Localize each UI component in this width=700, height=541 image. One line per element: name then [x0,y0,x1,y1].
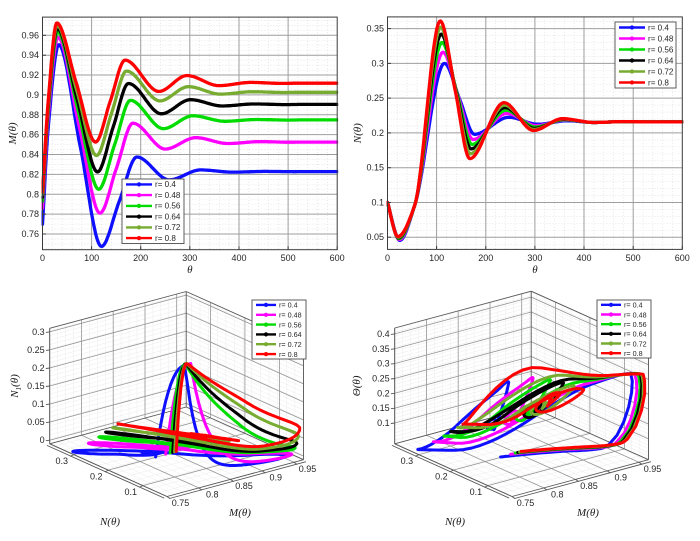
svg-text:r= 0.72: r= 0.72 [155,223,181,232]
svg-text:M(θ): M(θ) [7,122,19,145]
svg-text:r= 0.4: r= 0.4 [279,301,298,310]
svg-text:r= 0.48: r= 0.48 [624,310,647,319]
svg-text:0.78: 0.78 [21,209,39,219]
svg-text:0.05: 0.05 [366,232,384,242]
svg-text:0.85: 0.85 [580,481,598,491]
svg-text:0.92: 0.92 [21,70,39,80]
svg-text:300: 300 [182,253,197,263]
svg-text:300: 300 [527,253,542,263]
svg-text:0.85: 0.85 [235,481,253,491]
svg-text:0: 0 [385,253,390,263]
svg-text:400: 400 [231,253,246,263]
svg-text:200: 200 [133,253,148,263]
svg-text:0.15: 0.15 [372,403,390,413]
svg-text:0.82: 0.82 [21,169,39,179]
svg-text:r= 0.64: r= 0.64 [648,56,674,65]
svg-text:0.1: 0.1 [125,487,138,497]
svg-text:0: 0 [40,435,45,445]
svg-text:0.1: 0.1 [32,399,45,409]
svg-text:0.8: 0.8 [206,489,219,499]
svg-text:0.75: 0.75 [172,498,190,508]
svg-text:r= 0.8: r= 0.8 [155,234,176,243]
svg-text:0.2: 0.2 [32,363,45,373]
svg-text:r= 0.72: r= 0.72 [279,340,302,349]
svg-text:0.96: 0.96 [21,30,39,40]
svg-text:100: 100 [84,253,99,263]
svg-text:0.25: 0.25 [366,93,384,103]
svg-text:0.3: 0.3 [377,359,390,369]
svg-text:r= 0.56: r= 0.56 [648,45,674,54]
svg-text:Θ(θ): Θ(θ) [351,375,363,396]
svg-text:0.05: 0.05 [27,417,45,427]
svg-text:0.35: 0.35 [372,344,390,354]
svg-text:0.15: 0.15 [366,163,384,173]
svg-text:0.3: 0.3 [32,327,45,337]
svg-text:0.84: 0.84 [21,150,39,160]
svg-text:M(θ): M(θ) [228,507,251,519]
svg-text:r= 0.56: r= 0.56 [155,202,181,211]
svg-text:0: 0 [40,253,45,263]
svg-text:0.86: 0.86 [21,130,39,140]
svg-text:0.95: 0.95 [299,464,317,474]
svg-text:0.25: 0.25 [27,345,45,355]
svg-text:0.25: 0.25 [372,374,390,384]
svg-text:N(θ): N(θ) [352,123,364,144]
svg-text:r= 0.8: r= 0.8 [279,350,298,359]
svg-text:r= 0.64: r= 0.64 [155,212,181,221]
svg-text:0.88: 0.88 [21,110,39,120]
svg-text:0.94: 0.94 [21,50,39,60]
svg-text:M(θ): M(θ) [576,507,599,519]
svg-text:r= 0.4: r= 0.4 [155,180,176,189]
svg-text:θ: θ [532,264,538,276]
svg-text:N(θ): N(θ) [444,516,465,528]
svg-text:0.3: 0.3 [56,456,69,466]
svg-text:500: 500 [281,253,296,263]
svg-text:0.95: 0.95 [644,464,662,474]
svg-text:N(θ): N(θ) [99,516,120,528]
svg-text:r= 0.48: r= 0.48 [155,191,181,200]
svg-text:r= 0.4: r= 0.4 [648,23,669,32]
svg-text:0.9: 0.9 [270,472,283,482]
svg-text:r= 0.56: r= 0.56 [279,320,302,329]
svg-text:0.15: 0.15 [27,381,45,391]
svg-text:0.9: 0.9 [26,90,39,100]
svg-text:0.3: 0.3 [371,58,384,68]
svg-text:r= 0.48: r= 0.48 [648,34,674,43]
svg-text:r= 0.4: r= 0.4 [624,301,643,310]
svg-text:600: 600 [330,253,345,263]
svg-text:0.8: 0.8 [26,189,39,199]
svg-text:0.35: 0.35 [366,24,384,34]
svg-text:r= 0.8: r= 0.8 [648,78,669,87]
svg-text:r= 0.56: r= 0.56 [624,320,647,329]
svg-text:0.76: 0.76 [21,229,39,239]
svg-text:0.2: 0.2 [377,388,390,398]
svg-text:500: 500 [626,253,641,263]
svg-text:0.3: 0.3 [401,456,414,466]
svg-text:600: 600 [675,253,690,263]
svg-text:200: 200 [478,253,493,263]
svg-text:0.2: 0.2 [90,472,103,482]
svg-text:r= 0.48: r= 0.48 [279,311,302,320]
svg-text:r= 0.64: r= 0.64 [624,330,647,339]
svg-text:0.2: 0.2 [371,128,384,138]
svg-text:0.8: 0.8 [551,489,564,499]
svg-text:0.75: 0.75 [517,498,535,508]
svg-text:0.2: 0.2 [435,472,448,482]
svg-text:0.1: 0.1 [470,487,483,497]
svg-text:N1(θ): N1(θ) [9,374,23,399]
svg-text:r= 0.72: r= 0.72 [648,67,674,76]
svg-text:r= 0.72: r= 0.72 [624,339,647,348]
svg-text:100: 100 [429,253,444,263]
svg-text:0.1: 0.1 [371,198,384,208]
svg-text:0.4: 0.4 [377,329,390,339]
svg-text:r= 0.8: r= 0.8 [624,349,643,358]
svg-text:r= 0.64: r= 0.64 [279,330,302,339]
svg-text:0.9: 0.9 [615,472,628,482]
svg-text:0.1: 0.1 [377,418,390,428]
svg-text:400: 400 [576,253,591,263]
svg-text:θ: θ [187,264,193,276]
